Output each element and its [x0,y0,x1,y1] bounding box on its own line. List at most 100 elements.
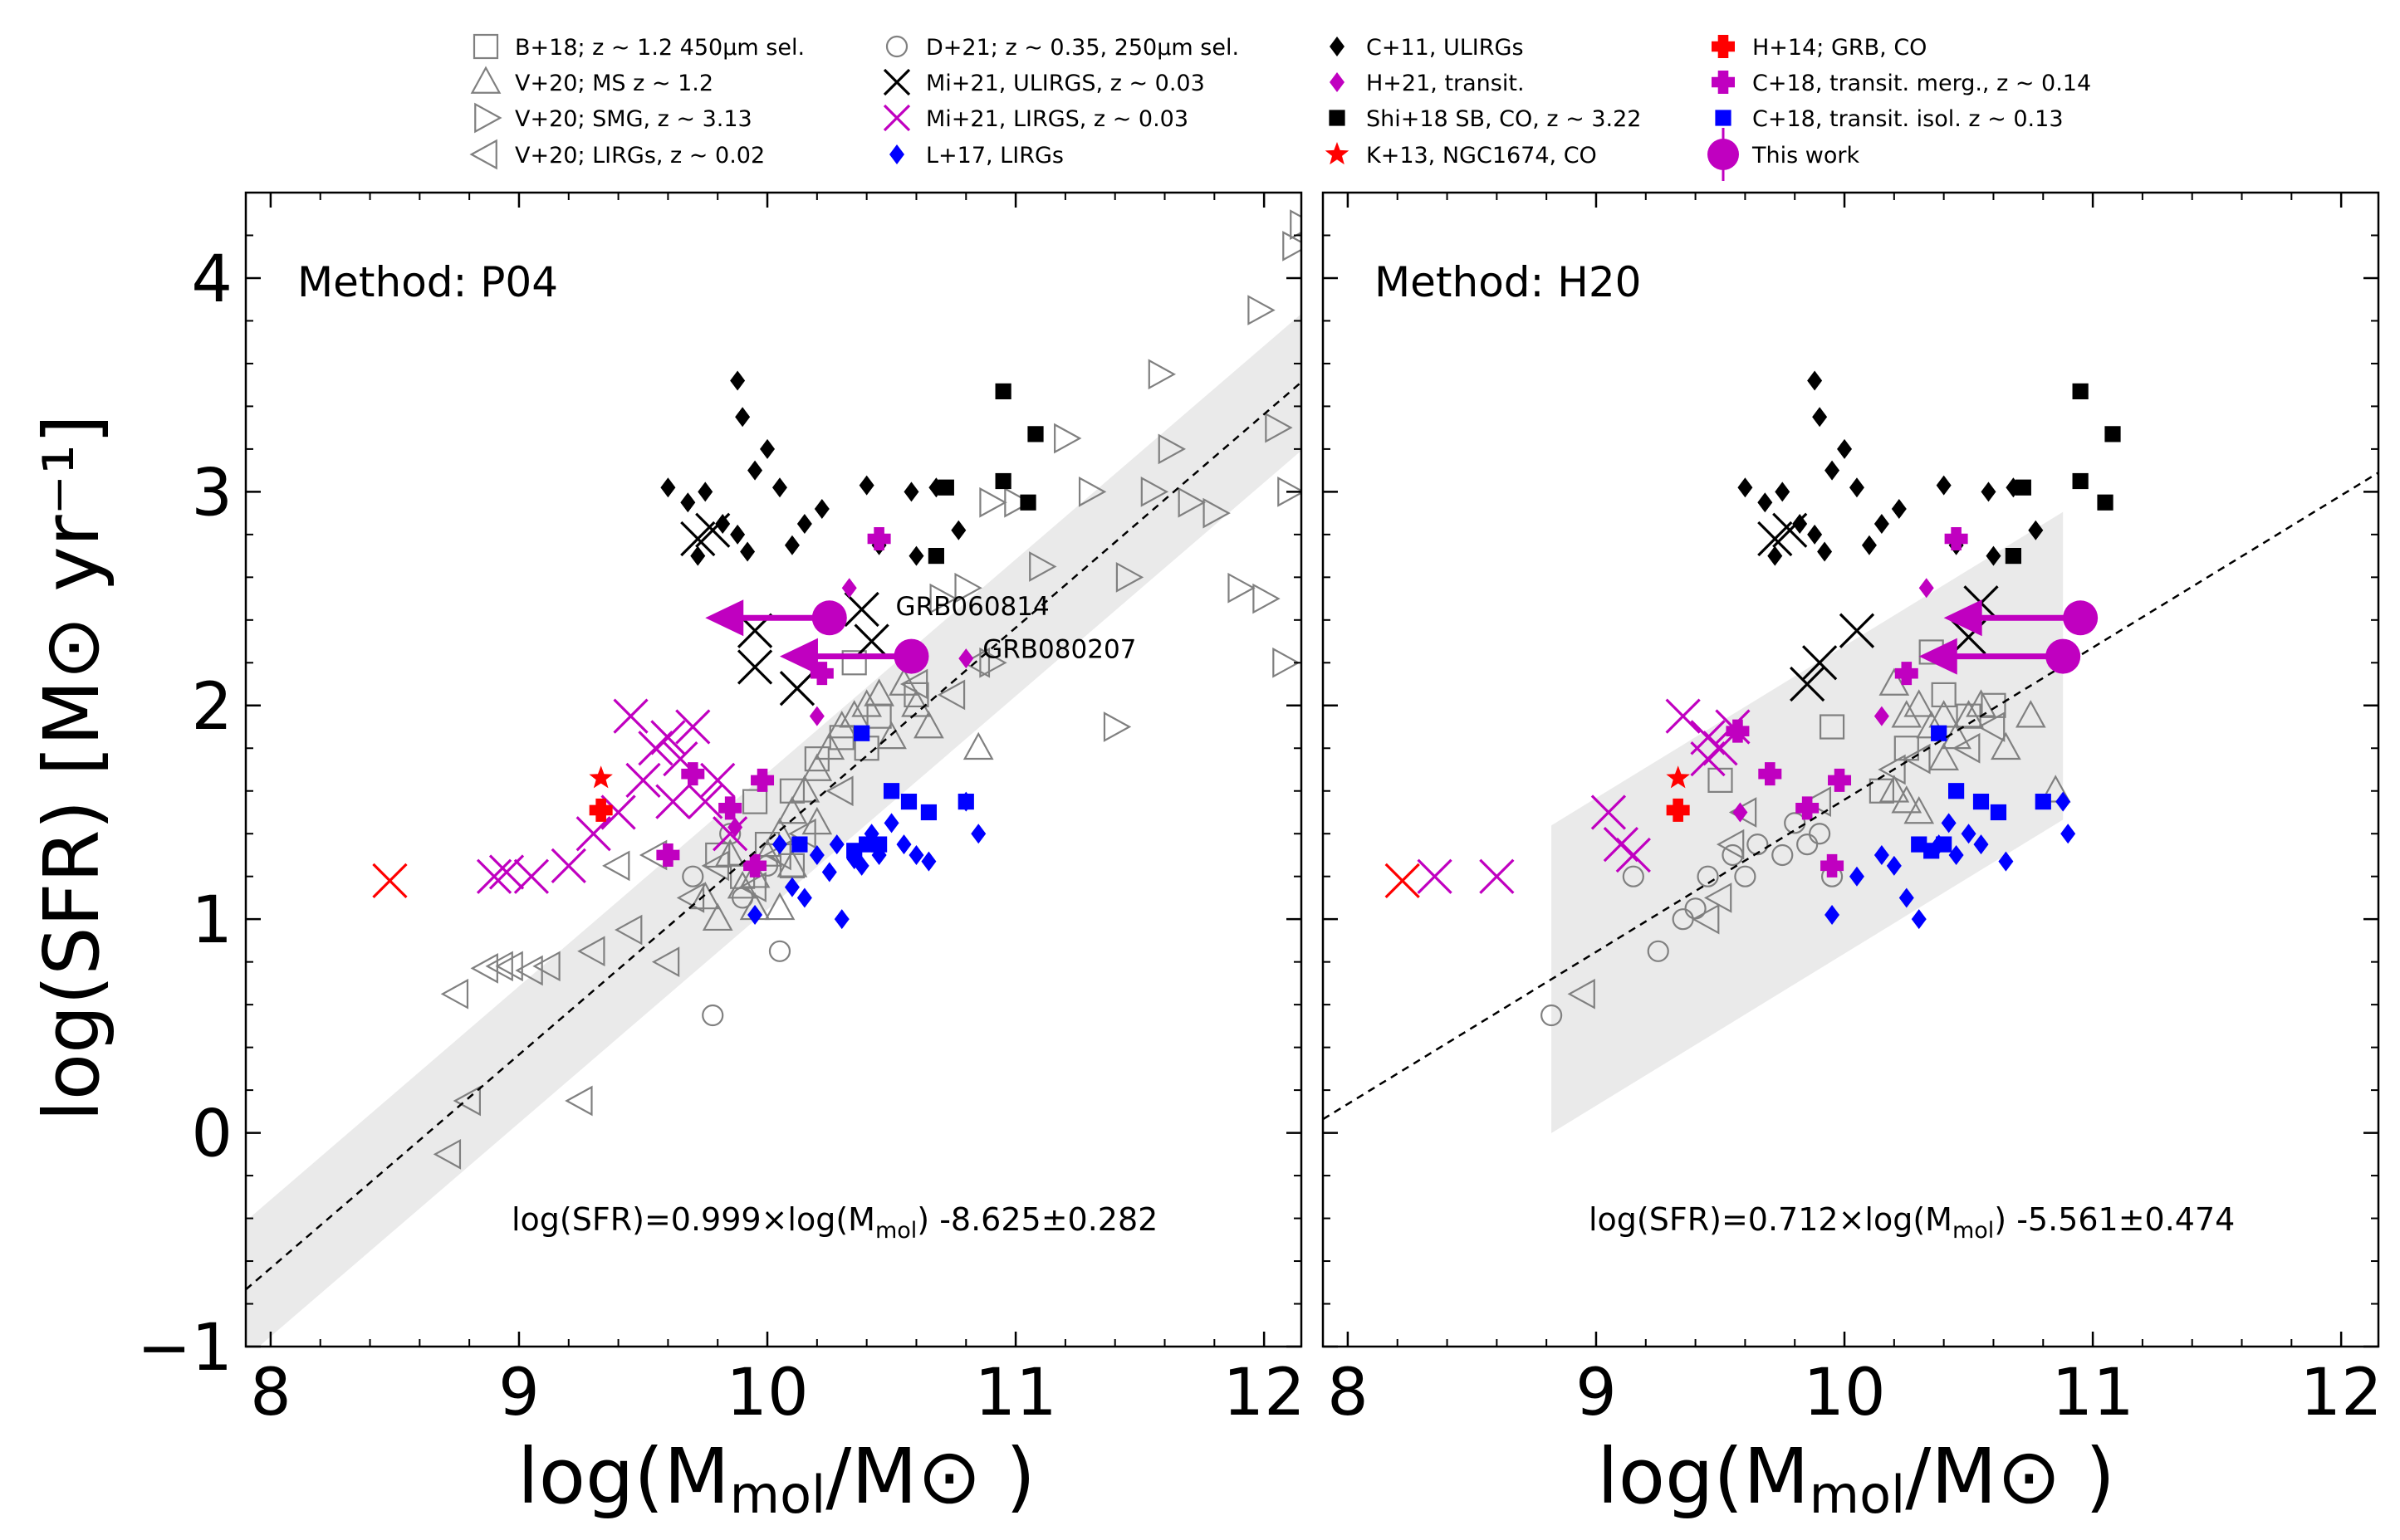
x-tick-label: 8 [250,1356,291,1430]
point-v20ms [1878,667,1910,696]
point-v20lirg [1728,797,1757,828]
point-mi21u [1790,666,1825,702]
point-v20lirg [651,946,680,978]
point-l17 [1911,909,1927,930]
point-c18i [958,794,974,810]
point-l17 [1948,844,1964,865]
point-l17 [1873,844,1889,865]
point-l17 [1886,855,1902,876]
fit-scatter-band [1551,511,2064,1133]
point-l17 [784,877,800,897]
point-c11 [1824,460,1840,481]
point-l17 [2055,791,2071,812]
point-l17 [1961,824,1976,844]
point-v20ms [727,871,758,899]
point-h14 [1666,798,1690,822]
method-label-left: Method: P04 [297,258,558,306]
point-l17 [821,862,837,882]
x-tick-label: 9 [498,1356,540,1430]
point-l17 [796,887,812,908]
point-c11 [698,482,713,502]
point-v20ms [1891,700,1922,728]
point-d21 [1746,833,1769,856]
legend-marker-v20lirg [469,139,497,170]
point-b18 [866,703,892,729]
point-v20smg [979,647,1007,678]
x-tick-label: 9 [1575,1356,1617,1430]
plot-frame-right [1321,191,2380,1348]
point-c18m [1795,796,1820,820]
point-mi21l [513,858,550,894]
point-c18i [1931,725,1947,741]
y-tick-label: 4 [191,242,233,317]
legend: B+18; z ∼ 1.2 450μm sel. V+20; MS z ∼ 1.2… [469,33,2091,181]
point-c11 [760,438,776,459]
x-tick-label: 8 [1327,1356,1369,1430]
x-axis-title-left: log(Mmol/M⊙ ) [517,1432,1036,1525]
point-c11 [784,535,800,555]
x-tick-label: 12 [2300,1356,2383,1430]
point-v20lirg [495,951,523,982]
legend-marker-c11 [1330,37,1344,56]
point-c11 [730,370,746,391]
point-mi21l [576,816,611,852]
point-v20ms [752,838,783,867]
point-v20ms [1953,700,1984,728]
point-v20ms [1991,731,2021,760]
point-v20lirg [532,951,561,982]
legend-label-h14: H+14; GRB, CO [1752,35,1927,61]
point-c11 [859,475,874,496]
legend-marker-c18i [1715,110,1731,126]
point-v20smg [954,572,982,604]
fit-equation-left: log(SFR)=0.999×log(Mmol) -8.625±0.282 [512,1201,1158,1244]
point-c11 [1737,477,1753,498]
point-c11 [2028,520,2044,540]
point-c18m [867,527,891,550]
point-v20smg [1282,230,1301,262]
point-c11 [1812,407,1828,428]
point-c11 [1817,541,1833,562]
point-c11 [1891,498,1907,519]
point-h21 [809,706,825,726]
point-c11 [814,498,830,519]
point-c18m [1894,662,1918,686]
point-c18m [656,843,680,867]
point-c18i [883,783,900,799]
point-h21 [1873,706,1889,726]
legend-label-h21: H+21, transit. [1366,71,1525,96]
point-shi18 [2104,426,2121,442]
point-shi18 [2005,547,2021,565]
legend-label-l17: L+17, LIRGs [926,143,1064,169]
legend-marker-h14 [1712,35,1735,58]
point-d21 [1697,865,1719,887]
legend-label-v20lirg: V+20; LIRGs, z ∼ 0.02 [515,143,765,169]
plot-frame-left [244,191,1303,1348]
point-mi21l [650,720,686,755]
point-v20ms [876,721,907,750]
point-v20lirg [485,951,513,982]
point-shi18 [1027,426,1044,442]
point-mi21l [1690,741,1726,777]
point-mi21l [613,698,649,734]
point-c18m [718,796,742,820]
point-v20lirg [565,1085,593,1117]
y-tick-label: 3 [191,456,233,530]
point-l17 [1898,887,1914,908]
point-l17 [1941,813,1957,834]
point-c11 [1775,482,1790,502]
point-mi21l [655,784,691,819]
point-c18i [1948,783,1965,799]
point-c18m [1726,719,1750,743]
point-v20ms [2015,700,2046,728]
point-l17 [809,844,825,865]
legend-label-b18: B+18; z ∼ 1.2 450μm sel. [515,35,805,61]
point-c11 [1861,535,1877,555]
point-v20ms [1928,742,1960,770]
point-v20lirg [433,1138,462,1170]
point-d21 [1622,865,1644,887]
point-h21 [727,817,743,838]
legend-marker-l17 [889,144,904,164]
point-mi21u [680,521,716,557]
point-c18i [2035,794,2051,810]
point-v20smg [1054,423,1082,454]
